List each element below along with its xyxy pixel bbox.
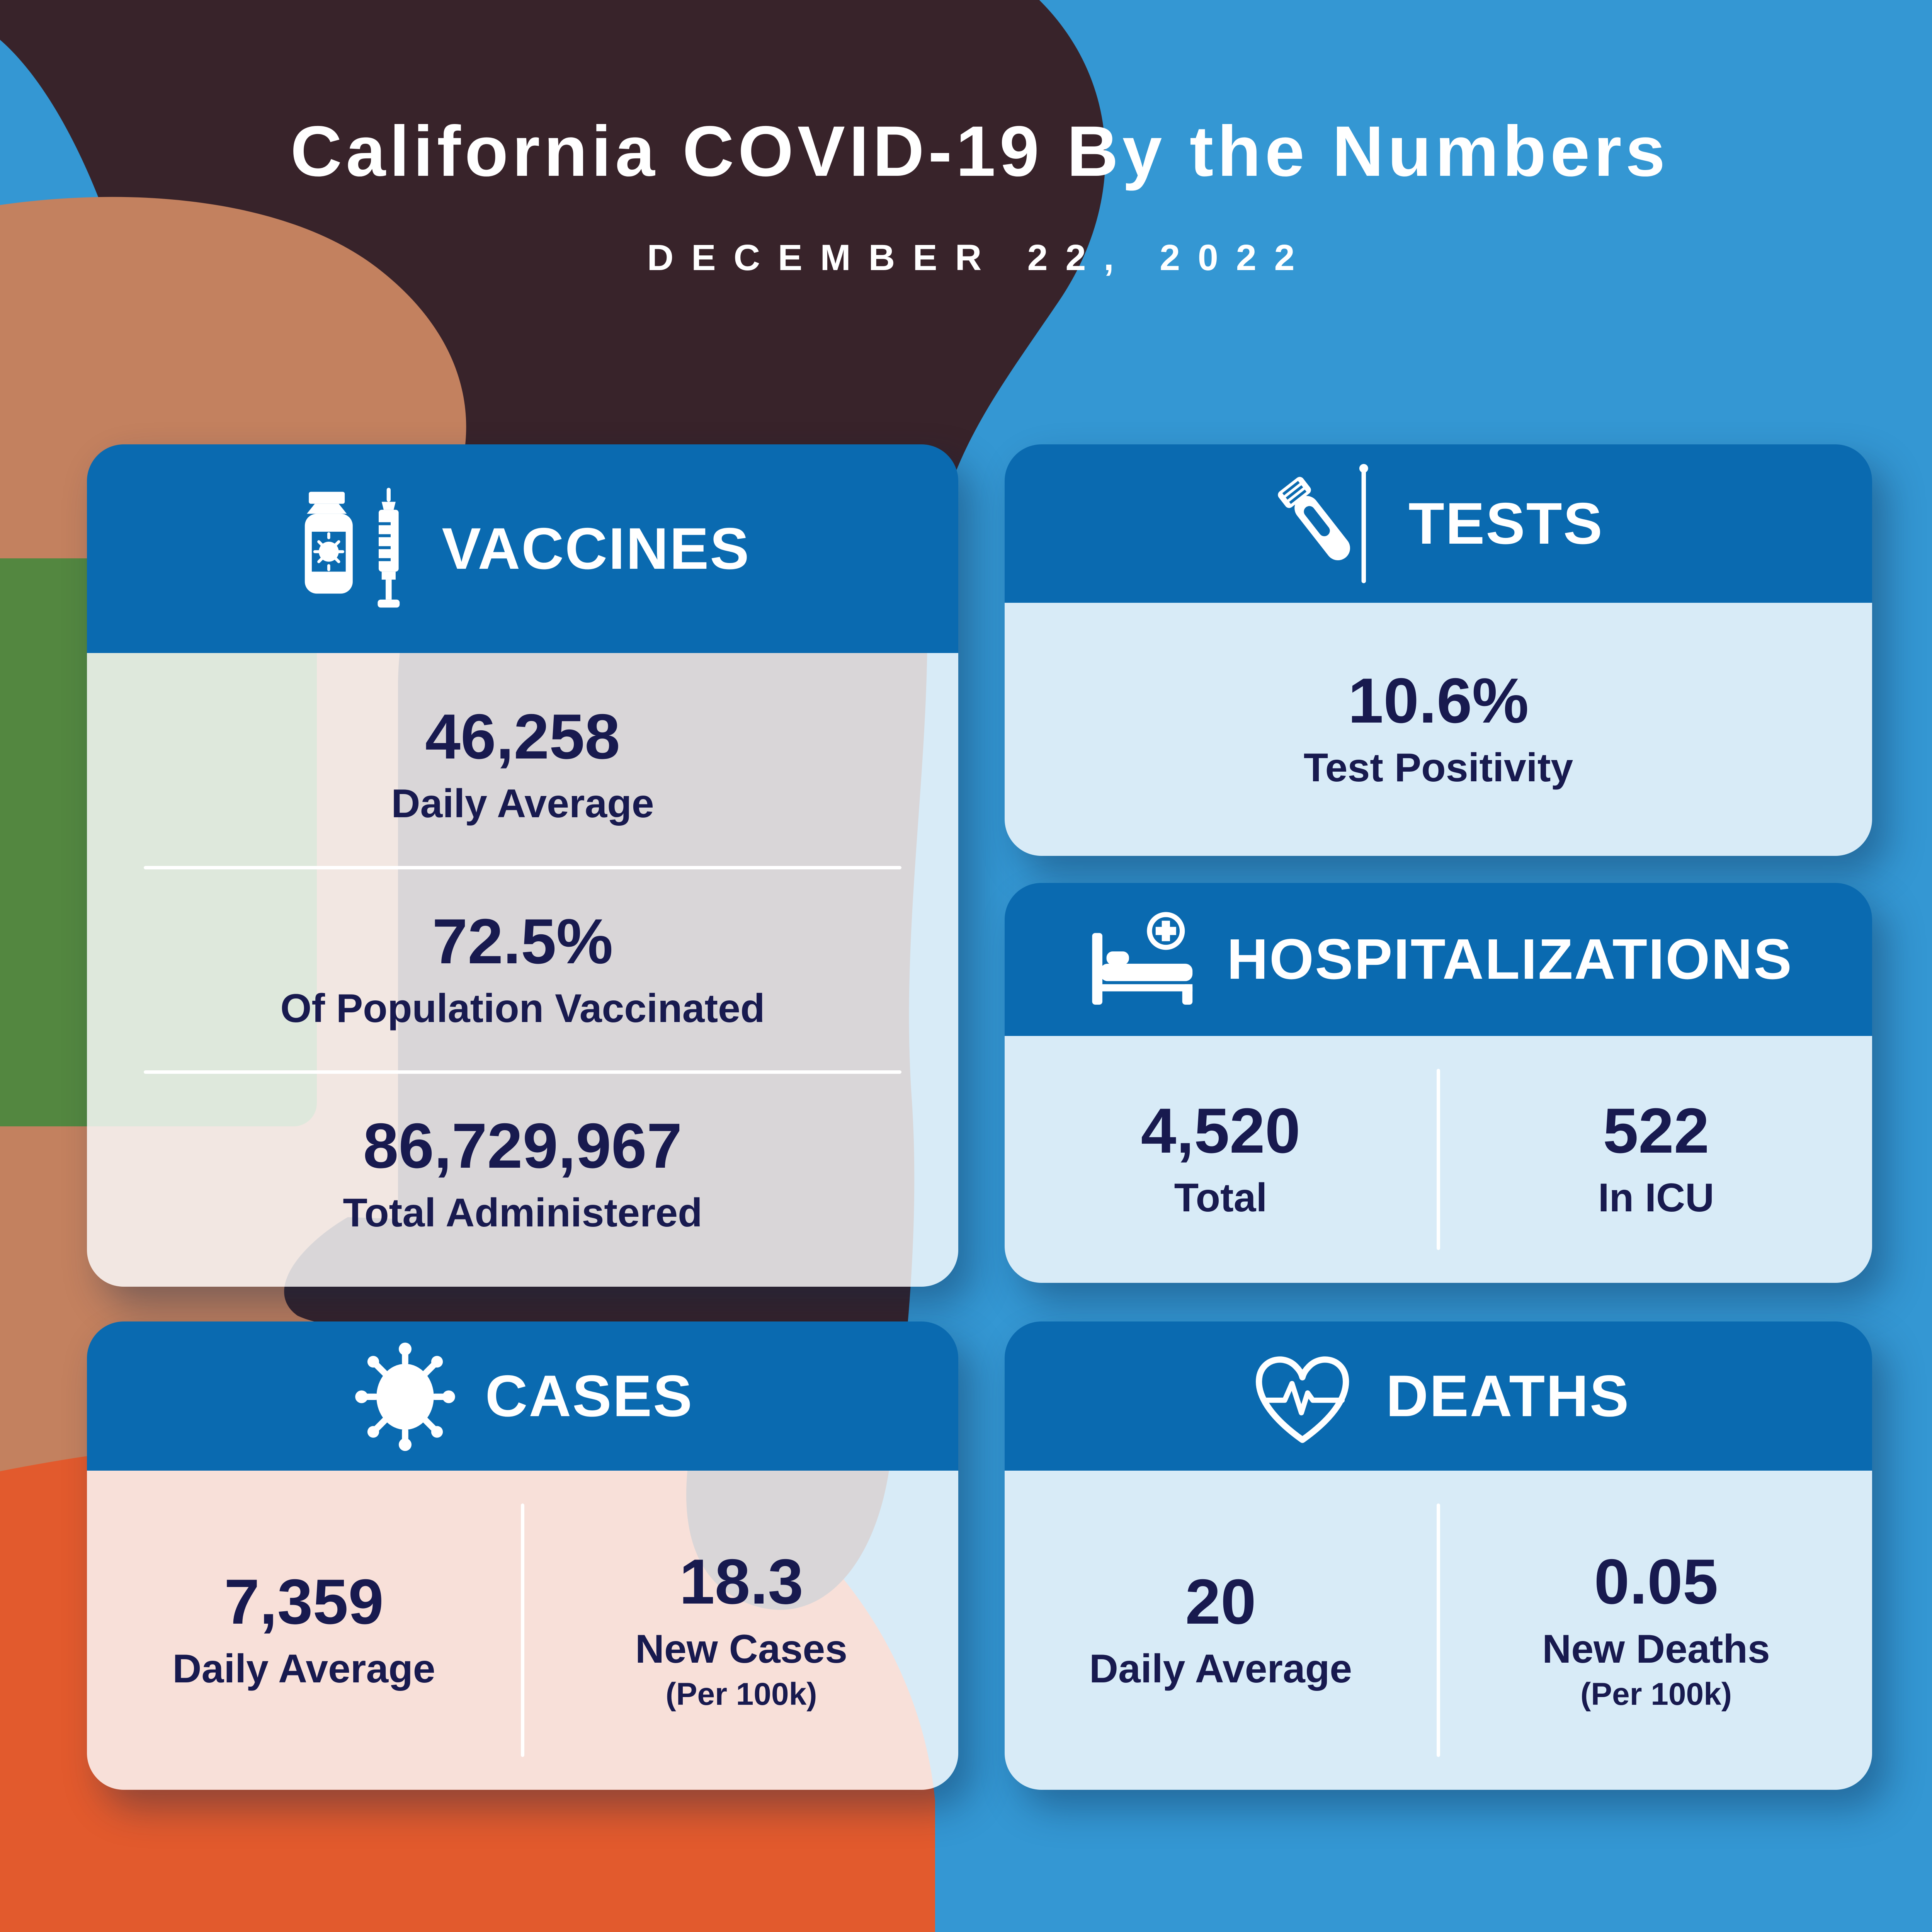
- stat-value: 10.6%: [1348, 665, 1529, 736]
- page-title: California COVID-19 By the Numbers: [290, 112, 1669, 191]
- deaths-new-deaths-stat: 0.05 New Deaths (Per 100k): [1440, 1548, 1872, 1712]
- stat-label: Daily Average: [1089, 1646, 1352, 1691]
- divider: [143, 866, 902, 869]
- stat-value: 18.3: [679, 1546, 804, 1617]
- stat-value: 46,258: [425, 701, 620, 772]
- vaccines-population-stat: 72.5% Of Population Vaccinated: [87, 908, 958, 1032]
- cases-card-body: 7,359 Daily Average 18.3 New Cases (Per …: [87, 1471, 958, 1790]
- tests-card: TESTS 10.6% Test Positivity: [1005, 444, 1872, 856]
- hospitalizations-icu-stat: 522 In ICU: [1440, 1097, 1872, 1221]
- vaccines-card-body: 46,258 Daily Average 72.5% Of Population…: [87, 653, 958, 1287]
- tests-card-header: TESTS: [1005, 444, 1872, 603]
- vaccines-card-header: VACCINES: [87, 444, 958, 653]
- hospital-bed-icon: [1092, 912, 1193, 1005]
- stat-value: 0.05: [1594, 1546, 1718, 1617]
- stat-label: Daily Average: [172, 1646, 435, 1691]
- divider: [143, 1070, 902, 1074]
- divider: [521, 1503, 524, 1757]
- stat-label: Total Administered: [343, 1190, 702, 1236]
- vaccines-card-title: VACCINES: [442, 516, 750, 582]
- tests-card-body: 10.6% Test Positivity: [1005, 603, 1872, 856]
- cases-new-cases-stat: 18.3 New Cases (Per 100k): [524, 1548, 958, 1712]
- tests-card-title: TESTS: [1408, 491, 1604, 556]
- stat-value: 72.5%: [432, 905, 613, 977]
- deaths-card-header: DEATHS: [1005, 1321, 1872, 1471]
- vial-syringe-icon: [305, 488, 400, 608]
- virus-icon: [355, 1342, 455, 1451]
- hospitalizations-card: HOSPITALIZATIONS 4,520 Total 522 In ICU: [1005, 883, 1872, 1283]
- deaths-card: DEATHS 20 Daily Average 0.05 New Deaths …: [1005, 1321, 1872, 1790]
- test-tube-swab-icon: [1278, 464, 1368, 583]
- hospitalizations-card-body: 4,520 Total 522 In ICU: [1005, 1036, 1872, 1283]
- stat-label: Test Positivity: [1303, 745, 1573, 791]
- stat-value: 20: [1185, 1566, 1256, 1637]
- divider: [1437, 1069, 1440, 1250]
- heart-ekg-icon: [1255, 1356, 1349, 1443]
- vaccines-total-stat: 86,729,967 Total Administered: [87, 1112, 958, 1236]
- divider: [1437, 1503, 1440, 1757]
- vaccines-card: VACCINES 46,258 Daily Average 72.5% Of P…: [87, 444, 958, 1287]
- vaccines-daily-average-stat: 46,258 Daily Average: [87, 703, 958, 827]
- hospitalizations-total-stat: 4,520 Total: [1005, 1097, 1437, 1221]
- cases-card-title: CASES: [485, 1363, 694, 1429]
- hospitalizations-card-header: HOSPITALIZATIONS: [1005, 883, 1872, 1036]
- hospitalizations-card-title: HOSPITALIZATIONS: [1227, 927, 1793, 991]
- stat-value: 522: [1603, 1095, 1709, 1167]
- cases-card-header: CASES: [87, 1321, 958, 1471]
- stat-label: Of Population Vaccinated: [280, 986, 765, 1031]
- stat-value: 7,359: [224, 1566, 384, 1637]
- stat-label: Daily Average: [391, 781, 654, 827]
- stat-value: 4,520: [1141, 1095, 1301, 1167]
- cases-daily-average-stat: 7,359 Daily Average: [87, 1568, 521, 1692]
- stat-label: Total: [1174, 1175, 1267, 1221]
- deaths-card-title: DEATHS: [1386, 1363, 1630, 1429]
- deaths-card-body: 20 Daily Average 0.05 New Deaths (Per 10…: [1005, 1471, 1872, 1790]
- stat-sublabel: (Per 100k): [1580, 1677, 1732, 1712]
- stat-label: New Cases: [635, 1626, 848, 1672]
- deaths-daily-average-stat: 20 Daily Average: [1005, 1568, 1437, 1692]
- page-date: DECEMBER 22, 2022: [647, 237, 1313, 278]
- cases-card: CASES 7,359 Daily Average 18.3 New Cases…: [87, 1321, 958, 1790]
- tests-positivity-stat: 10.6% Test Positivity: [1304, 667, 1573, 791]
- stat-value: 86,729,967: [363, 1110, 682, 1182]
- stat-label: New Deaths: [1542, 1626, 1770, 1672]
- stat-sublabel: (Per 100k): [665, 1677, 817, 1712]
- stat-label: In ICU: [1598, 1175, 1714, 1221]
